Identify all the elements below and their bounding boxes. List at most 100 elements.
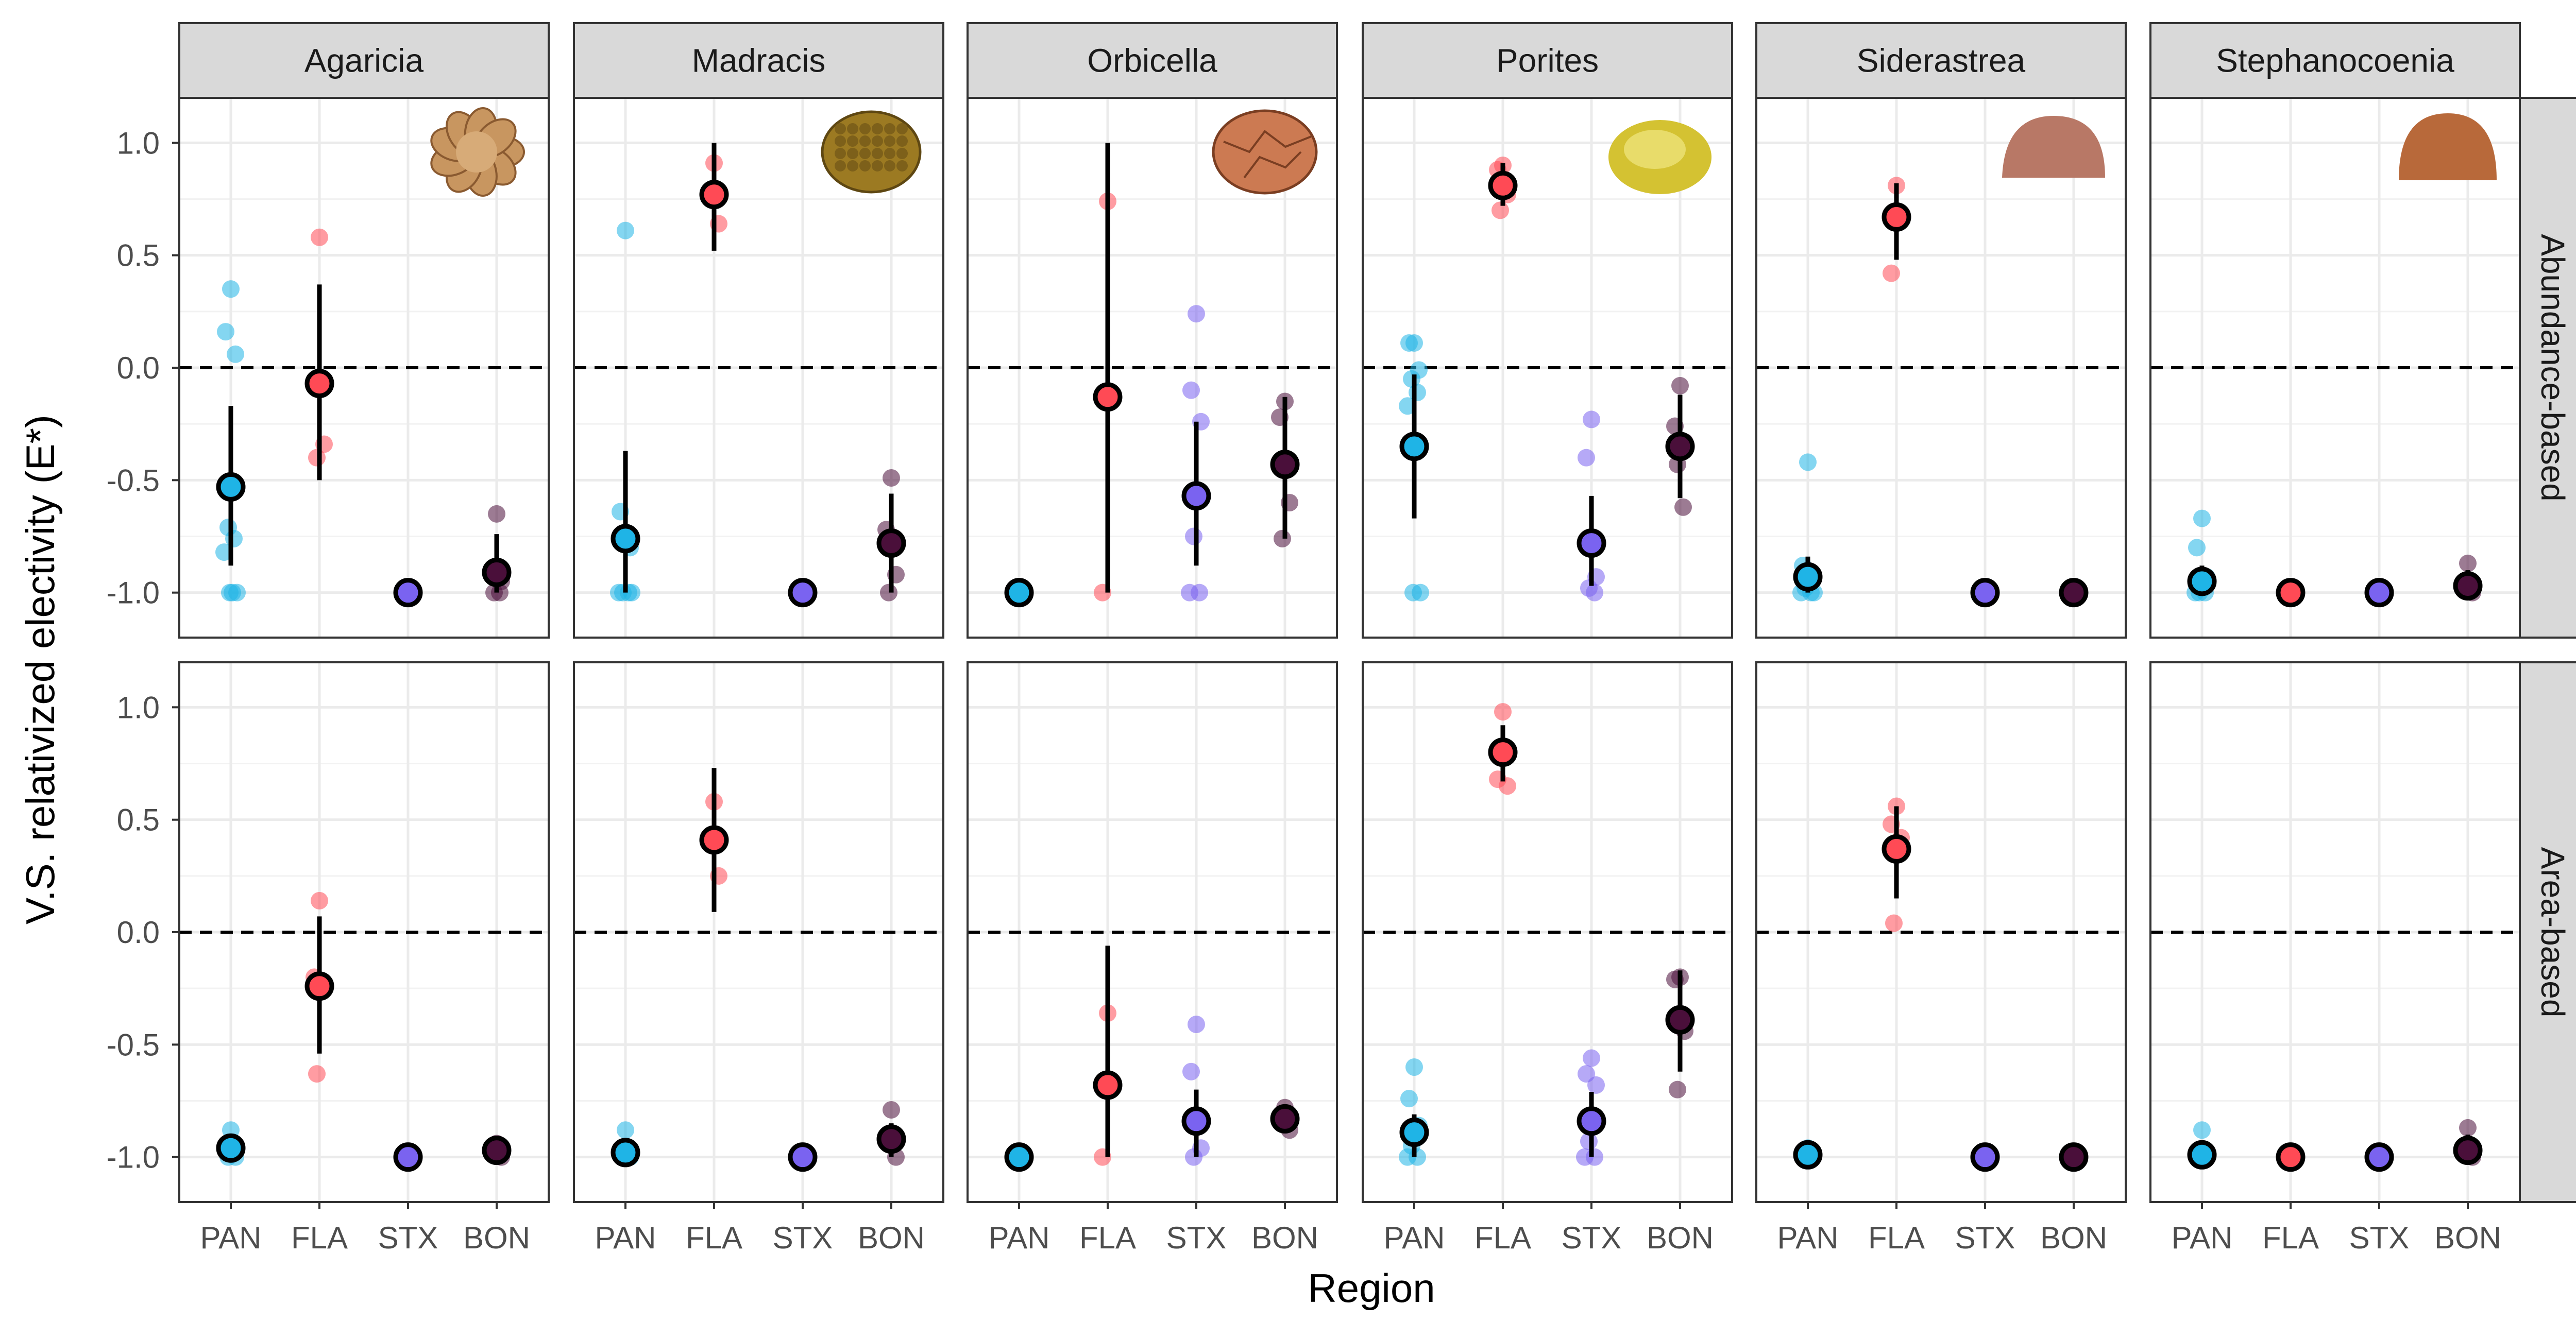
agaricia-coral-icon <box>430 107 525 197</box>
x-tick-label: PAN <box>2172 1221 2233 1255</box>
panel-border <box>1755 661 2127 1203</box>
facet-strip-agaricia <box>178 22 550 99</box>
data-point <box>2193 509 2211 527</box>
coral-polyp <box>884 123 895 134</box>
mean-point <box>1882 202 1911 232</box>
x-tick-label: PAN <box>200 1221 262 1255</box>
y-tick-label: 0.5 <box>117 803 160 837</box>
mean-point <box>1270 450 1300 479</box>
mean-point <box>1793 562 1823 592</box>
y-tick-label: 1.0 <box>117 690 160 725</box>
y-tick-label: -0.5 <box>107 1027 160 1062</box>
mean-point <box>1181 481 1211 511</box>
x-tick-label: BON <box>463 1221 530 1255</box>
data-point <box>1587 1076 1605 1094</box>
mean-point <box>393 578 423 608</box>
x-tick-label: BON <box>1647 1221 1714 1255</box>
mean-point <box>1270 1104 1300 1134</box>
data-point <box>1185 527 1202 545</box>
x-axis-title: Region <box>1308 1265 1435 1311</box>
x-tick-label: FLA <box>686 1221 742 1255</box>
y-tick-label: -1.0 <box>107 1140 160 1175</box>
mean-point <box>1181 1106 1211 1136</box>
x-tick-label: STX <box>1955 1221 2015 1255</box>
facet-strip-label: Porites <box>1496 42 1599 79</box>
data-point <box>1883 264 1900 282</box>
panel-porites-area-based <box>1362 661 1733 1209</box>
data-point <box>1182 1062 1200 1080</box>
x-tick-label: FLA <box>2262 1221 2319 1255</box>
mean-point <box>216 472 246 502</box>
x-tick-label: FLA <box>1868 1221 1925 1255</box>
facet-strip-label: Agaricia <box>304 42 424 79</box>
data-point <box>1669 1080 1686 1099</box>
mean-point <box>1882 834 1911 864</box>
facet-strip-label: Stephanocoenia <box>2216 42 2454 79</box>
data-point <box>1583 410 1600 428</box>
row-strip-abundance-based <box>2518 97 2576 639</box>
data-point <box>2188 539 2206 557</box>
mean-point <box>699 180 729 210</box>
data-point <box>308 449 326 467</box>
coral-polyp <box>872 148 883 159</box>
mean-point <box>482 557 512 587</box>
data-point <box>1181 584 1198 602</box>
coral-body <box>2399 113 2497 180</box>
coral-polyp <box>896 123 908 134</box>
coral-polyp <box>884 135 895 147</box>
coral-polyp <box>884 148 895 159</box>
facet-panels: -1.0 -0.5 0.0 0.5 1.0 -1.0 -0.5 0.0 0.5 1.0 Agaric… <box>107 22 2576 1255</box>
data-point <box>308 1065 326 1083</box>
mean-point <box>2187 1140 2217 1170</box>
mean-point <box>304 971 334 1001</box>
coral-polyp <box>872 135 883 147</box>
data-point <box>1274 529 1291 547</box>
mean-point <box>2453 571 2483 601</box>
panel-agaricia-abundance-based <box>172 97 550 639</box>
porites-coral-icon <box>1608 120 1711 194</box>
coral-polyp <box>872 123 883 134</box>
coral-polyp <box>859 135 871 147</box>
y-axis-title: V.S. relativized electivity (E*) <box>18 415 63 924</box>
mean-point <box>1004 1142 1034 1172</box>
mean-point <box>1665 1005 1695 1035</box>
coral-polyp <box>859 123 871 134</box>
data-point <box>1400 1090 1418 1108</box>
data-point <box>222 280 240 298</box>
panel-siderastrea-abundance-based <box>1755 97 2127 639</box>
coral-body <box>2002 116 2105 178</box>
panel-orbicella-area-based <box>967 661 1338 1209</box>
coral-center <box>456 131 497 173</box>
data-point <box>617 1121 634 1139</box>
data-point <box>880 584 897 602</box>
data-point <box>1405 1058 1423 1076</box>
data-point <box>1494 703 1512 721</box>
y-tick-label: 0.0 <box>117 351 160 385</box>
panel-border <box>573 661 944 1203</box>
x-tick-label: STX <box>773 1221 833 1255</box>
y-tick-label: 0.0 <box>117 915 160 950</box>
panel-border <box>1362 97 1733 639</box>
coral-polyp <box>896 135 908 147</box>
data-point <box>217 323 234 341</box>
x-tick-label: STX <box>1562 1221 1622 1255</box>
panel-border <box>573 97 944 639</box>
data-point <box>617 221 634 239</box>
panel-border <box>1362 661 1733 1203</box>
data-point <box>2193 1121 2211 1139</box>
facet-strip-porites <box>1362 22 1733 99</box>
x-tick-label: STX <box>378 1221 438 1255</box>
stephanocoenia-coral-icon <box>2399 113 2497 180</box>
x-tick-label: PAN <box>1777 1221 1839 1255</box>
mean-point <box>1793 1140 1823 1170</box>
coral-polyp <box>896 160 908 171</box>
coral-body <box>821 110 922 194</box>
mean-point <box>1577 1106 1606 1136</box>
panel-border <box>1755 97 2127 639</box>
data-point <box>1671 376 1689 394</box>
x-tick-label: BON <box>2434 1221 2501 1255</box>
data-point <box>311 891 328 910</box>
mean-point <box>2276 1142 2306 1172</box>
mean-point <box>788 578 818 608</box>
panel-agaricia-area-based <box>172 661 550 1209</box>
